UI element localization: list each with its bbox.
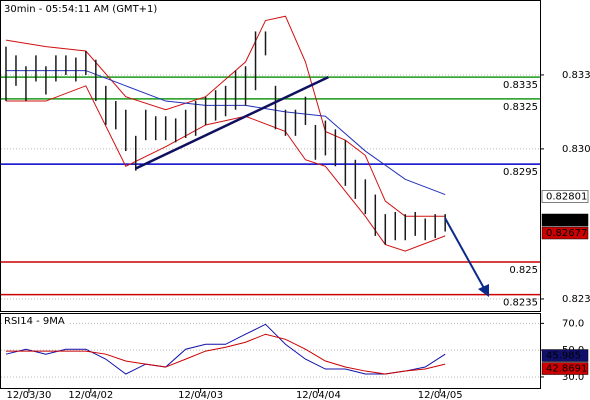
level-label: 0.8325 [503, 102, 538, 113]
y-tick-label: 70.0 [562, 318, 584, 329]
price-label: 0.82801 [546, 192, 587, 203]
band-line [5, 15, 446, 217]
plot-layer: 0.8335 0.8325 0.8295 0.825 0.8235 [1, 15, 540, 378]
arrow-head [478, 284, 489, 297]
level-label: 0.8335 [503, 80, 538, 91]
price-label-box [541, 362, 589, 375]
rsi-frame [0, 313, 541, 389]
price-label: 0.82677 [546, 228, 587, 239]
price-label-box [541, 213, 589, 227]
rsi-title-bg [2, 315, 68, 327]
level-label: 0.8295 [503, 167, 538, 178]
band-line [5, 85, 446, 252]
price-label-box [541, 349, 589, 362]
y-tick-label: 0.8302 [562, 144, 590, 155]
y-tick-label: 0.8336 [562, 70, 590, 81]
y-tick-label: 0.8233 [562, 294, 590, 305]
x-tick-label: 12/04/04 [296, 390, 341, 400]
level-label: 0.825 [509, 265, 538, 276]
price-label-box [541, 226, 589, 240]
rsi-title: RSI14 - 9MA [4, 316, 65, 327]
price-label: 42.8691 [546, 364, 587, 375]
x-tick-label: 12/04/02 [68, 390, 113, 400]
x-tick-label: 12/04/03 [178, 390, 223, 400]
y-tick-label: 30.0 [562, 372, 584, 383]
price-label: 45.985 [546, 351, 581, 362]
x-tick-label: 12/03/30 [6, 390, 51, 400]
arrow-shaft [444, 217, 486, 291]
chart-title: 30min - 05:54:11 AM (GMT+1) [4, 4, 157, 15]
rsi-line [5, 333, 446, 375]
main-frame [0, 0, 541, 312]
price-label-box [541, 190, 589, 203]
x-tick-label: 12/04/05 [418, 390, 463, 400]
price-label: 0.82693 [546, 215, 587, 226]
trendline [135, 75, 329, 170]
rsi-line [5, 323, 446, 375]
level-label: 0.8235 [503, 298, 538, 309]
title-bg [2, 2, 152, 15]
